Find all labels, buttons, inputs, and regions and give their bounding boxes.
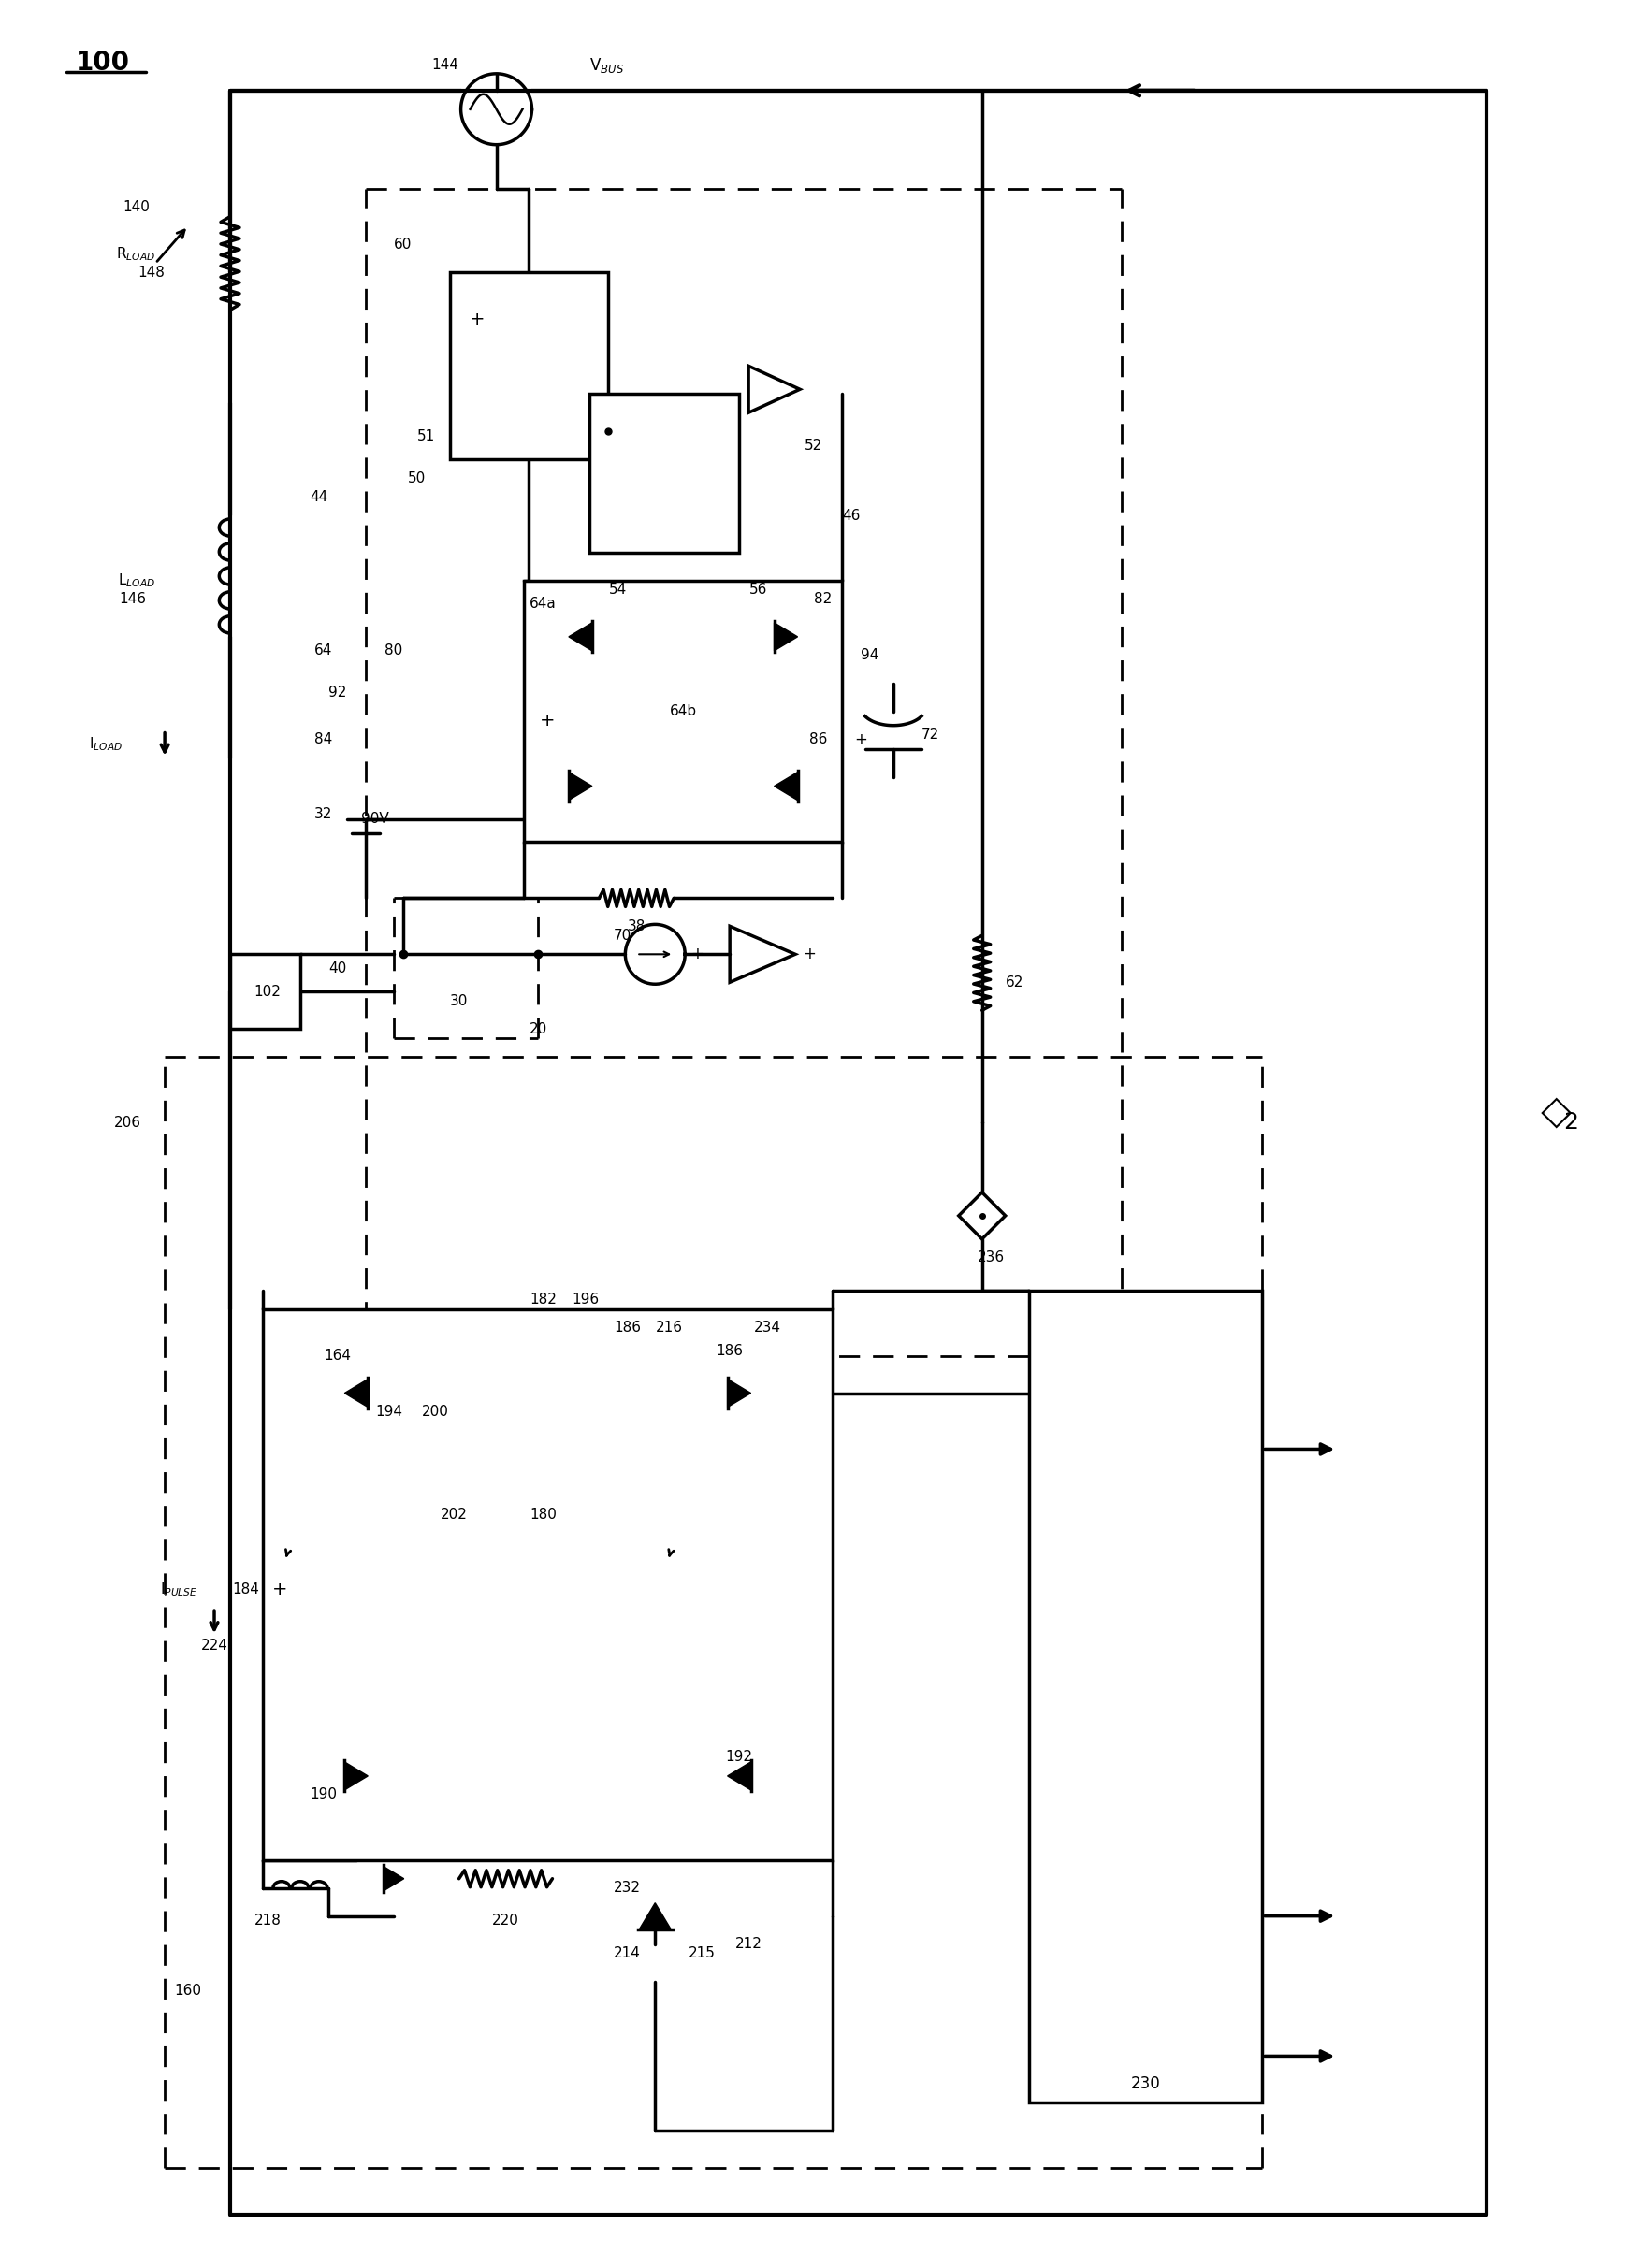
Bar [525,581,842,841]
Text: 70: 70 [613,928,632,943]
Polygon shape [774,624,798,651]
Text: 236: 236 [978,1250,1004,1266]
Text: +: + [803,946,816,962]
Polygon shape [639,1903,671,1930]
Text: 64a: 64a [530,596,556,610]
Text: 94: 94 [861,649,879,662]
Text: 196: 196 [572,1293,598,1306]
Text: 144: 144 [432,59,458,73]
Text: 54: 54 [609,583,627,596]
Text: 82: 82 [814,592,832,606]
Polygon shape [569,771,591,801]
Text: 182: 182 [530,1293,556,1306]
Text: L$_{LOAD}$: L$_{LOAD}$ [119,572,156,590]
Text: 102: 102 [253,984,281,998]
Text: 212: 212 [734,1937,762,1950]
Polygon shape [728,1762,751,1789]
Text: 64: 64 [315,644,333,658]
Bar [590,395,739,553]
Text: 40: 40 [328,962,346,975]
Text: 220: 220 [492,1914,518,1928]
Text: 84: 84 [315,733,333,746]
Bar [231,955,301,1030]
Text: 186: 186 [614,1320,640,1336]
Text: 190: 190 [310,1787,336,1801]
Text: 90V: 90V [361,812,388,826]
Text: I$_{PULSE}$: I$_{PULSE}$ [159,1581,198,1599]
Text: 92: 92 [328,685,346,701]
Text: 216: 216 [655,1320,682,1336]
Text: 86: 86 [809,733,827,746]
Polygon shape [728,1379,751,1406]
Polygon shape [569,624,591,651]
Text: 56: 56 [749,583,767,596]
Bar [1029,1290,1263,2102]
Text: 146: 146 [119,592,146,606]
Text: 202: 202 [440,1508,468,1522]
Text: +: + [470,311,486,329]
Text: 192: 192 [726,1751,752,1765]
Text: 184: 184 [232,1583,260,1597]
Text: 30: 30 [450,993,468,1007]
Text: 60: 60 [393,238,413,252]
Bar [450,272,608,460]
Text: 234: 234 [754,1320,780,1336]
Text: R$_{LOAD}$: R$_{LOAD}$ [115,245,156,263]
Bar [263,1309,832,1860]
Text: 215: 215 [689,1946,715,1960]
Text: 72: 72 [921,728,939,742]
Text: 218: 218 [253,1914,281,1928]
Text: 64b: 64b [670,705,697,719]
Text: 180: 180 [530,1508,556,1522]
Text: 80: 80 [385,644,403,658]
Text: 164: 164 [323,1349,351,1363]
Text: 200: 200 [422,1404,449,1420]
Text: 20: 20 [530,1023,548,1036]
Text: 44: 44 [310,490,328,503]
Text: 224: 224 [202,1637,228,1653]
Text: 100: 100 [76,50,130,75]
Text: 230: 230 [1131,2075,1160,2093]
Polygon shape [344,1762,367,1789]
Text: 148: 148 [138,265,164,279]
Text: 50: 50 [408,472,426,485]
Text: 140: 140 [124,200,150,213]
Text: +: + [691,946,704,962]
Text: 206: 206 [114,1116,141,1129]
Text: 52: 52 [804,438,822,451]
Text: I$_{LOAD}$: I$_{LOAD}$ [89,735,124,753]
Text: 2: 2 [1563,1111,1578,1134]
Text: 160: 160 [174,1984,202,1998]
Text: 46: 46 [842,508,860,522]
Text: 186: 186 [717,1345,743,1359]
Text: 51: 51 [418,429,436,442]
Text: 232: 232 [614,1880,640,1896]
Text: +: + [271,1581,288,1599]
Text: 38: 38 [627,919,645,932]
Polygon shape [774,771,798,801]
Polygon shape [383,1867,405,1892]
Text: 194: 194 [375,1404,403,1420]
Text: +: + [855,730,868,748]
Text: 62: 62 [1006,975,1024,989]
Text: 214: 214 [614,1946,640,1960]
Text: V$_{BUS}$: V$_{BUS}$ [590,57,624,75]
Text: +: + [540,712,556,730]
Polygon shape [344,1379,367,1406]
Text: 32: 32 [315,807,333,821]
